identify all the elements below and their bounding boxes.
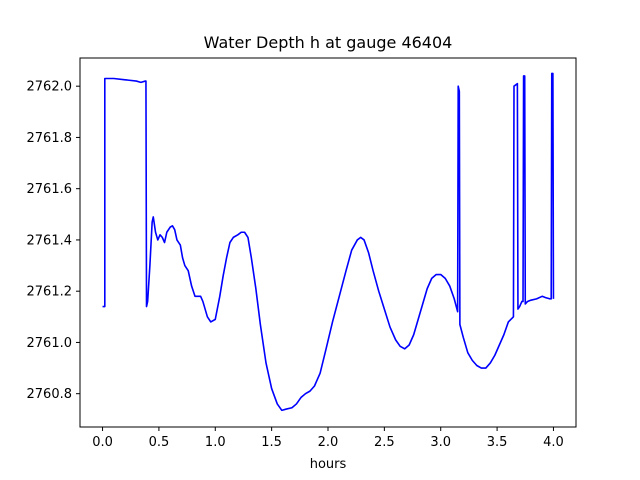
x-tick-label: 1.5 (261, 435, 282, 450)
plot-area (102, 72, 555, 412)
y-tick-label: 2761.4 (27, 233, 73, 248)
x-tick-label: 1.0 (205, 435, 226, 450)
y-tick-label: 2761.2 (27, 285, 73, 300)
x-tick-label: 2.5 (374, 435, 395, 450)
y-tick-label: 2761.8 (27, 131, 73, 146)
y-tick-label: 2760.8 (27, 387, 73, 402)
y-tick-label: 2761.6 (27, 182, 73, 197)
y-axis-ticks: 2760.8 2761.0 2761.2 2761.4 2761.6 2761.8 2762… (27, 80, 80, 402)
y-tick-label: 2761.0 (27, 336, 73, 351)
x-tick-label: 3.0 (430, 435, 451, 450)
x-tick-label: 3.5 (487, 435, 508, 450)
x-tick-label: 4.0 (543, 435, 564, 450)
x-axis-ticks: 0.0 0.5 1.0 1.5 2.0 2.5 3.0 3.5 4.0 (92, 427, 564, 450)
x-tick-label: 2.0 (318, 435, 339, 450)
y-tick-label: 2762.0 (27, 80, 73, 95)
x-tick-label: 0.0 (92, 435, 113, 450)
x-tick-label: 0.5 (149, 435, 170, 450)
series-line-1 (102, 72, 555, 412)
x-axis-label: hours (310, 457, 347, 472)
chart-title: Water Depth h at gauge 46404 (204, 33, 453, 52)
